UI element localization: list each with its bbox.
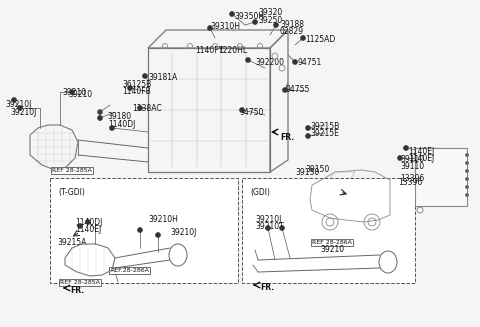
- Text: 39210: 39210: [62, 88, 86, 97]
- Text: 39210: 39210: [320, 245, 344, 254]
- Circle shape: [143, 74, 147, 78]
- Text: FR.: FR.: [280, 133, 294, 142]
- Text: REF.28-286A: REF.28-286A: [110, 268, 149, 273]
- Text: 1140EJ: 1140EJ: [408, 147, 434, 156]
- Circle shape: [279, 226, 285, 231]
- Circle shape: [466, 169, 468, 173]
- Circle shape: [156, 232, 160, 237]
- Text: 36125B: 36125B: [122, 80, 151, 89]
- Circle shape: [466, 178, 468, 181]
- Text: 39210J: 39210J: [5, 100, 31, 109]
- Text: 39210T: 39210T: [255, 222, 284, 231]
- Circle shape: [292, 60, 298, 64]
- Text: 1220HL: 1220HL: [218, 46, 247, 55]
- Circle shape: [404, 146, 408, 150]
- Text: 39215A: 39215A: [57, 238, 86, 247]
- Text: REF 28-285A: REF 28-285A: [60, 280, 100, 285]
- Circle shape: [97, 110, 103, 114]
- Circle shape: [229, 11, 235, 16]
- Circle shape: [274, 23, 278, 27]
- Text: 392200: 392200: [255, 58, 284, 67]
- Text: 1140EJ: 1140EJ: [75, 225, 101, 234]
- Circle shape: [300, 36, 305, 41]
- Circle shape: [137, 228, 143, 232]
- Text: 39210J: 39210J: [170, 228, 196, 237]
- Circle shape: [12, 97, 16, 102]
- Text: 1140FB: 1140FB: [122, 87, 151, 96]
- Text: 1140DJ: 1140DJ: [108, 120, 135, 129]
- Circle shape: [70, 90, 74, 95]
- Circle shape: [128, 85, 132, 91]
- Text: 39150: 39150: [305, 165, 329, 174]
- Circle shape: [305, 126, 311, 130]
- Text: 39250: 39250: [258, 16, 282, 25]
- Text: 39210H: 39210H: [148, 215, 178, 224]
- Text: 1125AD: 1125AD: [305, 35, 335, 44]
- Text: 39215B: 39215B: [310, 122, 339, 131]
- Circle shape: [466, 153, 468, 157]
- Text: 94750: 94750: [240, 108, 264, 117]
- Circle shape: [283, 88, 288, 93]
- Circle shape: [466, 194, 468, 197]
- Text: 39150: 39150: [295, 168, 319, 177]
- Circle shape: [397, 156, 403, 161]
- Circle shape: [240, 108, 244, 112]
- Text: 1140EJ: 1140EJ: [408, 154, 434, 163]
- Bar: [242, 178, 415, 283]
- Circle shape: [77, 223, 83, 229]
- Text: 1338AC: 1338AC: [132, 104, 162, 113]
- Text: 39350H: 39350H: [234, 12, 264, 21]
- Circle shape: [17, 106, 23, 111]
- Text: 1140FY: 1140FY: [195, 46, 223, 55]
- Text: 1140DJ: 1140DJ: [75, 218, 102, 227]
- Circle shape: [265, 226, 271, 231]
- Text: 94755: 94755: [285, 85, 310, 94]
- Text: 39210: 39210: [68, 90, 92, 99]
- Bar: [50, 178, 238, 283]
- Text: 02829: 02829: [280, 27, 304, 36]
- Text: 39188: 39188: [280, 20, 304, 29]
- Text: 13396: 13396: [400, 174, 424, 183]
- Text: 39180: 39180: [107, 112, 131, 121]
- Text: FR.: FR.: [260, 283, 274, 292]
- Circle shape: [137, 106, 143, 111]
- Text: 39110: 39110: [400, 162, 424, 171]
- Text: 39215E: 39215E: [310, 129, 339, 138]
- Circle shape: [207, 26, 213, 30]
- Circle shape: [97, 115, 103, 121]
- Circle shape: [85, 219, 91, 225]
- Text: (GDI): (GDI): [250, 188, 270, 197]
- Text: REF 28-285A: REF 28-285A: [52, 168, 92, 173]
- Bar: [415, 148, 467, 206]
- Text: 13396: 13396: [398, 178, 422, 187]
- Circle shape: [252, 20, 257, 25]
- Circle shape: [109, 126, 115, 130]
- Circle shape: [305, 133, 311, 139]
- Text: 39320: 39320: [258, 8, 282, 17]
- Text: 39310H: 39310H: [210, 22, 240, 31]
- Text: 39210J: 39210J: [10, 108, 36, 117]
- Text: FR.: FR.: [70, 286, 84, 295]
- Text: 39110: 39110: [400, 155, 424, 164]
- Circle shape: [245, 58, 251, 62]
- Text: 39181A: 39181A: [148, 73, 177, 82]
- Text: REF 28-286A: REF 28-286A: [312, 240, 352, 245]
- Text: (T-GDI): (T-GDI): [58, 188, 85, 197]
- Circle shape: [466, 162, 468, 164]
- Text: 94751: 94751: [298, 58, 322, 67]
- Circle shape: [466, 185, 468, 188]
- Text: 39210J: 39210J: [255, 215, 281, 224]
